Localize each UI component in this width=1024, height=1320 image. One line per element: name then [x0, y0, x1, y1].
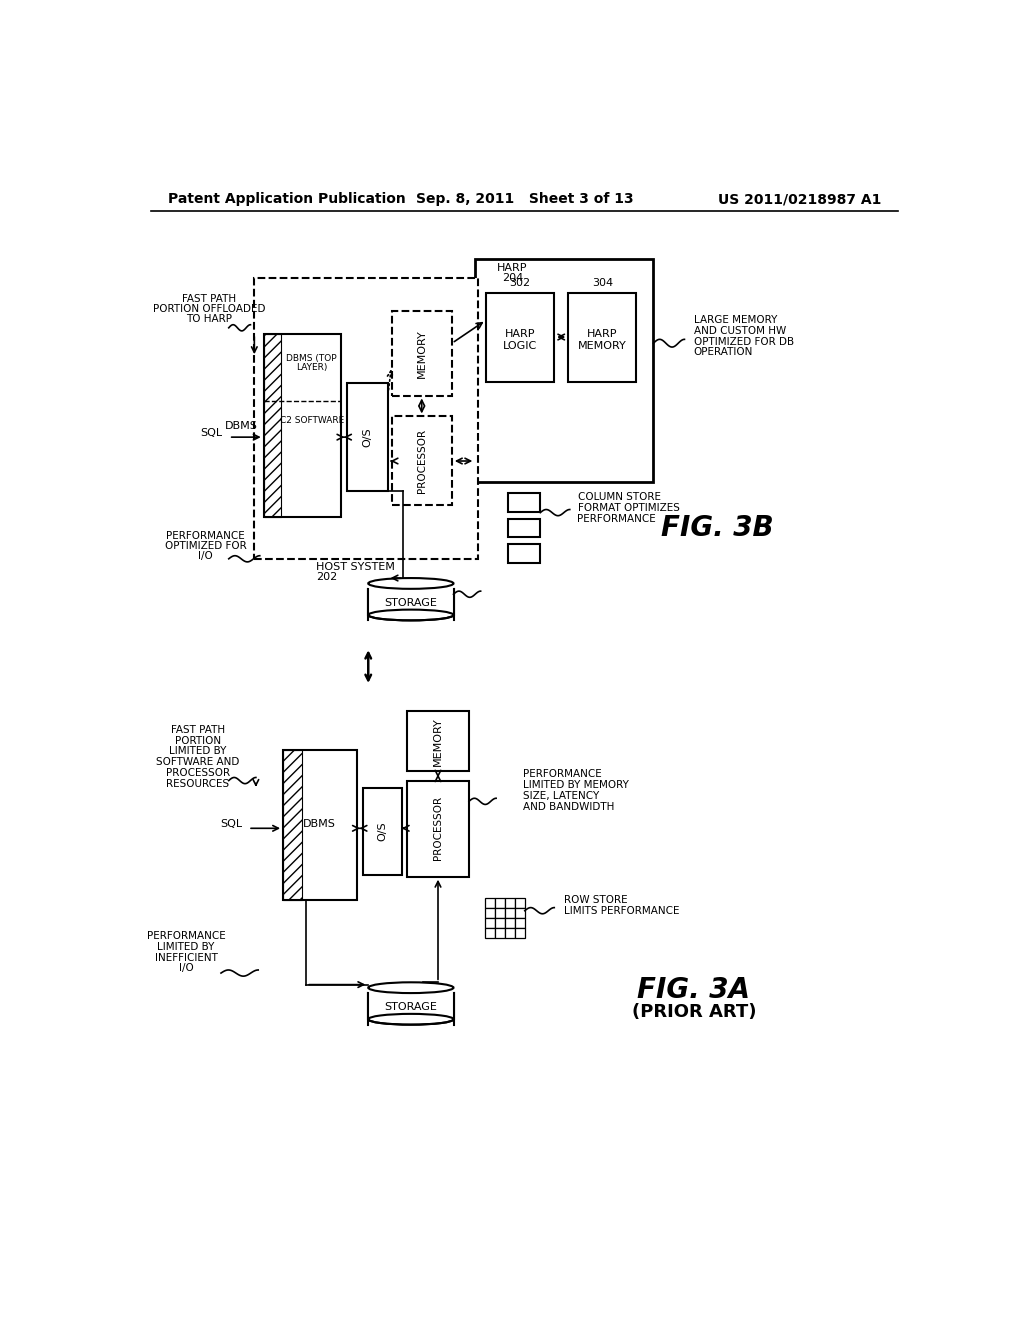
Text: MEMORY: MEMORY [433, 717, 443, 766]
Text: I/O: I/O [179, 964, 194, 973]
Text: HOST SYSTEM: HOST SYSTEM [316, 561, 395, 572]
Bar [505, 898, 515, 908]
Bar [505, 908, 515, 917]
Text: PROCESSOR: PROCESSOR [166, 768, 229, 777]
Bar [391, 416, 452, 506]
Text: ROW STORE: ROW STORE [564, 895, 628, 906]
Bar [263, 334, 341, 517]
Text: LIMITED BY: LIMITED BY [169, 746, 226, 756]
Text: STORAGE: STORAGE [384, 598, 437, 607]
Text: FIG. 3B: FIG. 3B [660, 513, 773, 543]
Text: LIMITED BY: LIMITED BY [158, 942, 215, 952]
Bar [508, 544, 541, 562]
Text: COLUMN STORE: COLUMN STORE [578, 492, 660, 502]
Bar [484, 908, 495, 917]
Text: INEFFICIENT: INEFFICIENT [155, 953, 217, 962]
Text: DBMS (TOP: DBMS (TOP [287, 354, 337, 363]
Text: SQL: SQL [220, 820, 242, 829]
Text: O/S: O/S [362, 428, 373, 447]
Text: LARGE MEMORY: LARGE MEMORY [693, 315, 777, 325]
Text: PROCESSOR: PROCESSOR [433, 796, 443, 861]
Text: C2 SOFTWARE: C2 SOFTWARE [280, 416, 344, 425]
Bar [283, 750, 302, 900]
Text: MEMORY: MEMORY [578, 341, 627, 351]
Text: PORTION OFFLOADED: PORTION OFFLOADED [154, 304, 265, 314]
Bar [347, 383, 388, 491]
Bar [495, 917, 505, 928]
Text: MEMORY: MEMORY [417, 329, 427, 378]
Text: PERFORMANCE: PERFORMANCE [578, 513, 656, 524]
Text: LIMITED BY MEMORY: LIMITED BY MEMORY [523, 780, 629, 791]
Bar [486, 293, 554, 381]
Text: STORAGE: STORAGE [384, 1002, 437, 1012]
Text: FIG. 3A: FIG. 3A [637, 975, 751, 1005]
Text: 204: 204 [502, 273, 523, 282]
Text: LIMITS PERFORMANCE: LIMITS PERFORMANCE [564, 906, 680, 916]
Text: SQL: SQL [201, 428, 222, 438]
Text: Patent Application Publication: Patent Application Publication [168, 193, 407, 206]
Text: AND CUSTOM HW: AND CUSTOM HW [693, 326, 786, 335]
Text: RESOURCES: RESOURCES [166, 779, 229, 788]
Bar [515, 908, 525, 917]
Bar [495, 898, 505, 908]
Ellipse shape [369, 578, 454, 589]
Text: SIZE, LATENCY: SIZE, LATENCY [523, 791, 599, 801]
Bar [495, 928, 505, 937]
Text: 302: 302 [510, 279, 530, 288]
Text: OPERATION: OPERATION [693, 347, 753, 358]
Bar [505, 928, 515, 937]
Text: TO HARP: TO HARP [186, 314, 232, 323]
Text: HARP: HARP [587, 329, 617, 339]
Text: HARP: HARP [497, 263, 527, 273]
Bar [484, 928, 495, 937]
Bar [508, 494, 541, 512]
Bar [515, 928, 525, 937]
Bar [263, 334, 281, 517]
Bar [508, 519, 541, 537]
Bar [475, 259, 653, 482]
Bar [391, 312, 452, 396]
Text: PERFORMANCE: PERFORMANCE [523, 770, 602, 779]
Text: LAYER): LAYER) [296, 363, 328, 372]
Text: FAST PATH: FAST PATH [171, 725, 225, 735]
Bar [505, 917, 515, 928]
Bar [369, 583, 454, 615]
Text: DBMS: DBMS [224, 421, 257, 430]
Text: PERFORMANCE: PERFORMANCE [146, 931, 225, 941]
Ellipse shape [369, 1014, 454, 1024]
Bar [568, 293, 636, 381]
Bar [515, 917, 525, 928]
Text: PROCESSOR: PROCESSOR [417, 429, 427, 494]
Text: PORTION: PORTION [175, 735, 221, 746]
Bar [515, 898, 525, 908]
Ellipse shape [369, 982, 454, 993]
Text: (PRIOR ART): (PRIOR ART) [632, 1003, 756, 1020]
Text: LOGIC: LOGIC [503, 341, 538, 351]
Bar [484, 898, 495, 908]
Bar [283, 750, 356, 900]
Bar [362, 788, 401, 875]
Text: I/O: I/O [198, 550, 213, 561]
Bar [407, 711, 469, 771]
Text: US 2011/0218987 A1: US 2011/0218987 A1 [718, 193, 882, 206]
Ellipse shape [369, 610, 454, 620]
Bar [484, 917, 495, 928]
Bar [254, 277, 477, 558]
Text: AND BANDWIDTH: AND BANDWIDTH [523, 801, 614, 812]
Text: PERFORMANCE: PERFORMANCE [166, 531, 245, 541]
Bar [369, 987, 454, 1019]
Bar [495, 908, 505, 917]
Text: SOFTWARE AND: SOFTWARE AND [156, 758, 240, 767]
Text: 304: 304 [592, 279, 612, 288]
Text: OPTIMIZED FOR DB: OPTIMIZED FOR DB [693, 337, 794, 347]
Text: FAST PATH: FAST PATH [182, 293, 237, 304]
Text: HARP: HARP [505, 329, 536, 339]
Text: DBMS: DBMS [303, 820, 336, 829]
Text: 202: 202 [316, 572, 338, 582]
Bar [407, 780, 469, 876]
Text: O/S: O/S [377, 821, 387, 841]
Text: Sep. 8, 2011   Sheet 3 of 13: Sep. 8, 2011 Sheet 3 of 13 [416, 193, 634, 206]
Text: FORMAT OPTIMIZES: FORMAT OPTIMIZES [578, 503, 679, 513]
Text: OPTIMIZED FOR: OPTIMIZED FOR [165, 541, 247, 550]
